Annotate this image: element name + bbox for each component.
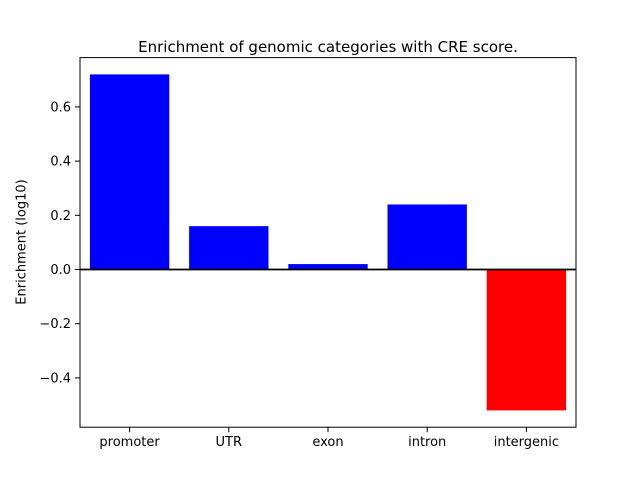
x-tick-label-intergenic: intergenic (494, 435, 559, 450)
y-tick-label: 0.4 (50, 155, 71, 170)
chart-title: Enrichment of genomic categories with CR… (138, 38, 518, 56)
bar-intergenic (486, 269, 567, 411)
x-tick-label-exon: exon (312, 435, 343, 450)
bar-exon (288, 264, 368, 270)
bar-intron (387, 204, 467, 270)
y-tick-label: −0.2 (39, 317, 71, 332)
y-tick-label: 0.2 (50, 209, 71, 224)
y-tick-label: −0.4 (39, 371, 71, 386)
x-tick-label-UTR: UTR (216, 435, 243, 450)
x-tick-label-promoter: promoter (99, 435, 160, 450)
x-tick-label-intron: intron (408, 435, 446, 450)
y-tick-label: 0.0 (50, 263, 71, 278)
bar-promoter (89, 74, 170, 270)
bar-UTR (189, 226, 269, 270)
y-tick-label: 0.6 (50, 100, 71, 115)
y-axis-label: Enrichment (log10) (14, 179, 30, 305)
